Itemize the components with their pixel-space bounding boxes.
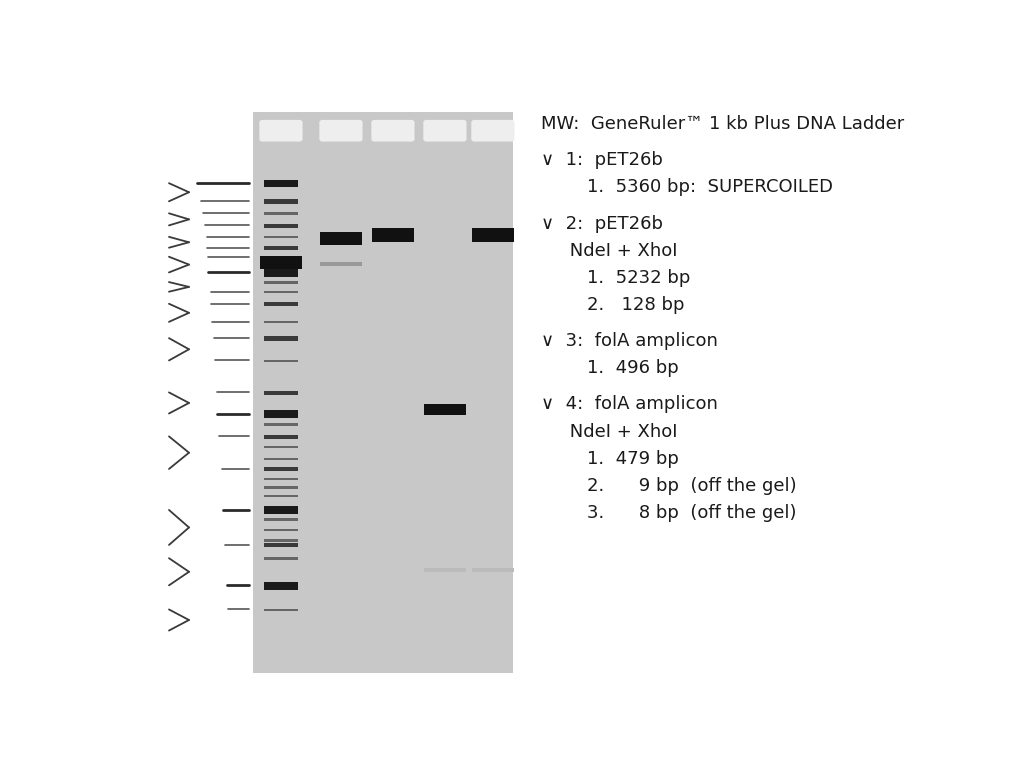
- Bar: [264, 529, 298, 532]
- FancyBboxPatch shape: [372, 120, 415, 142]
- Bar: [320, 262, 362, 265]
- Bar: [264, 446, 298, 448]
- Bar: [253, 112, 513, 673]
- Bar: [264, 582, 298, 590]
- Bar: [264, 518, 298, 521]
- Bar: [472, 229, 514, 242]
- Bar: [264, 212, 298, 215]
- Bar: [264, 507, 298, 514]
- Bar: [264, 435, 298, 438]
- Bar: [264, 290, 298, 293]
- Text: ∨  4:  folA amplicon: ∨ 4: folA amplicon: [541, 395, 718, 413]
- Text: NdeI + XhoI: NdeI + XhoI: [541, 242, 677, 260]
- Bar: [373, 229, 414, 242]
- Text: ∨  3:  folA amplicon: ∨ 3: folA amplicon: [541, 332, 718, 350]
- Bar: [424, 405, 465, 415]
- Bar: [264, 543, 298, 547]
- Text: 2.      9 bp  (off the gel): 2. 9 bp (off the gel): [541, 477, 797, 495]
- Bar: [260, 256, 301, 269]
- Text: 1.  479 bp: 1. 479 bp: [541, 449, 679, 467]
- Bar: [264, 224, 298, 228]
- Bar: [264, 302, 298, 306]
- Text: 3.      8 bp  (off the gel): 3. 8 bp (off the gel): [541, 504, 797, 522]
- Text: ∨  1:  pET26b: ∨ 1: pET26b: [541, 151, 663, 169]
- Text: 1.  5360 bp:  SUPERCOILED: 1. 5360 bp: SUPERCOILED: [541, 179, 833, 197]
- Bar: [264, 478, 298, 480]
- Bar: [264, 424, 298, 426]
- Bar: [264, 321, 298, 323]
- FancyBboxPatch shape: [319, 120, 362, 142]
- Bar: [264, 281, 298, 283]
- Text: ∨  2:  pET26b: ∨ 2: pET26b: [541, 215, 663, 233]
- FancyBboxPatch shape: [423, 120, 466, 142]
- FancyBboxPatch shape: [472, 120, 515, 142]
- Bar: [264, 359, 298, 362]
- Bar: [472, 568, 514, 572]
- Bar: [264, 236, 298, 238]
- Bar: [264, 410, 298, 417]
- Bar: [264, 467, 298, 471]
- Text: 1.  496 bp: 1. 496 bp: [541, 359, 679, 377]
- Bar: [264, 608, 298, 611]
- Bar: [264, 486, 298, 489]
- Bar: [264, 256, 298, 258]
- Bar: [264, 264, 298, 266]
- Bar: [264, 337, 298, 341]
- Bar: [264, 200, 298, 204]
- Bar: [264, 269, 298, 276]
- Bar: [264, 495, 298, 497]
- Bar: [320, 232, 362, 245]
- Text: NdeI + XhoI: NdeI + XhoI: [541, 423, 677, 441]
- Bar: [264, 179, 298, 187]
- FancyBboxPatch shape: [259, 120, 302, 142]
- Text: MW:  GeneRuler™ 1 kb Plus DNA Ladder: MW: GeneRuler™ 1 kb Plus DNA Ladder: [541, 115, 904, 133]
- Bar: [424, 568, 465, 572]
- Bar: [264, 391, 298, 395]
- Text: 2.   128 bp: 2. 128 bp: [541, 296, 684, 314]
- Bar: [264, 557, 298, 560]
- Bar: [264, 539, 298, 542]
- Text: 1.  5232 bp: 1. 5232 bp: [541, 269, 690, 287]
- Bar: [264, 458, 298, 460]
- Bar: [264, 246, 298, 250]
